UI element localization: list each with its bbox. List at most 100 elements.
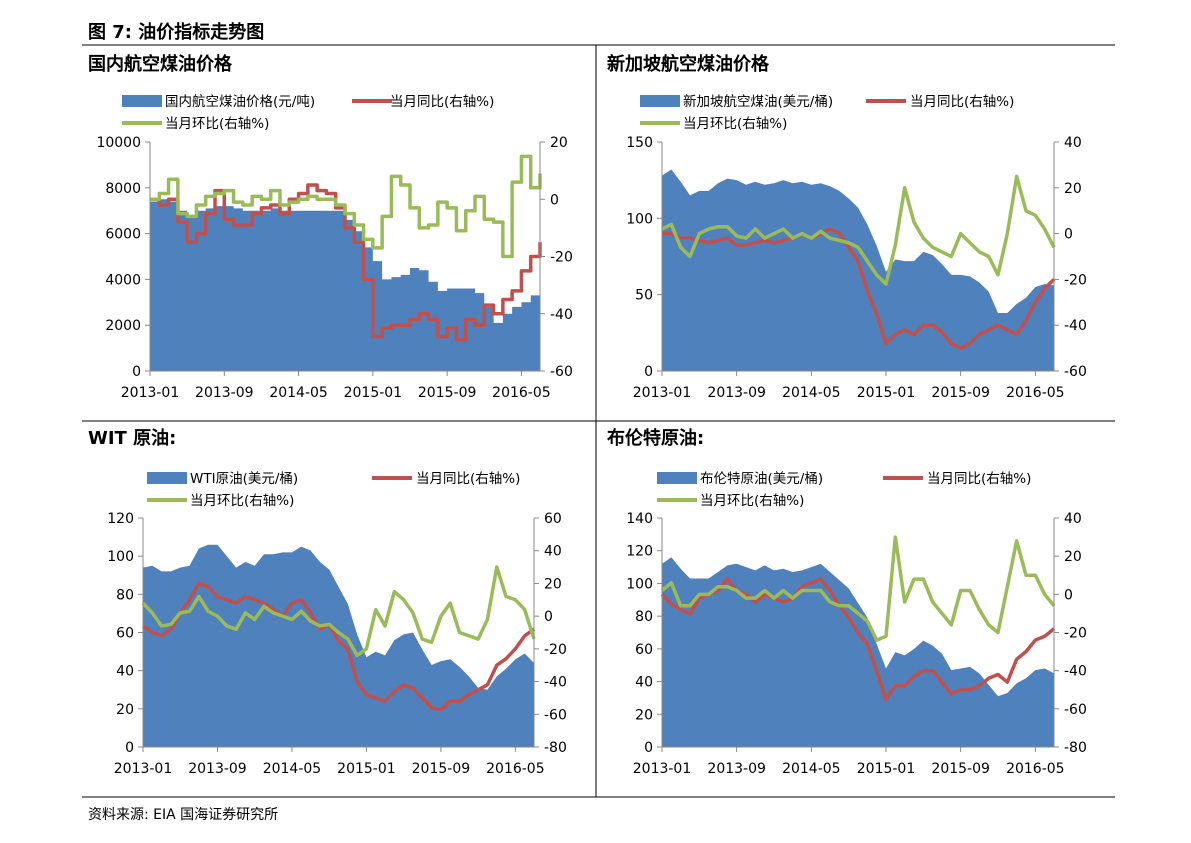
- legend-label: 当月同比(右轴%): [927, 471, 1031, 487]
- series-yoy-line: [150, 183, 542, 342]
- series-mom-line: [661, 174, 1056, 286]
- legend-label: 当月同比(右轴%): [416, 471, 520, 487]
- y-left-tick-label: 150: [626, 135, 653, 151]
- legend-label: 新加坡航空煤油(美元/桶): [683, 94, 833, 110]
- x-tick-label: 2013-01: [633, 761, 692, 777]
- x-tick-label: 2013-09: [707, 385, 766, 401]
- chart-panel-4: 布伦特原油: 布伦特原油(美元/桶) 当月同比(右轴%) 当月环比(右轴%) 0 20 40…: [607, 427, 1087, 777]
- chart-title: 布伦特原油:: [607, 427, 704, 449]
- x-tick-label: 2013-09: [707, 761, 766, 777]
- legend-swatch-price: [640, 95, 680, 107]
- legend-swatch-price: [147, 472, 187, 484]
- legend-label: 当月环比(右轴%): [165, 116, 269, 132]
- series-yoy-line: [662, 227, 1056, 350]
- legend-swatch-price: [122, 95, 162, 107]
- y-right-tick-label: -20: [1064, 272, 1087, 288]
- series-mom-line: [660, 535, 1056, 642]
- y-left-tick-label: 100: [626, 576, 653, 592]
- legend-label: 布伦特原油(美元/桶): [700, 471, 823, 487]
- y-left-tick-label: 100: [107, 549, 134, 565]
- legend-label: 当月环比(右轴%): [700, 493, 804, 509]
- legend-swatch-price: [657, 472, 697, 484]
- y-left-tick-label: 20: [116, 702, 134, 718]
- x-tick-label: 2015-09: [931, 385, 990, 401]
- source-note: 资料来源: EIA 国海证券研究所: [88, 807, 279, 823]
- x-tick-label: 2015-01: [857, 385, 916, 401]
- y-left-tick-label: 60: [116, 626, 134, 642]
- y-right-tick-label: -80: [1064, 740, 1087, 756]
- chart-title: 国内航空煤油价格: [88, 53, 233, 75]
- series-mom-line: [150, 154, 542, 259]
- y-right-tick-label: -40: [550, 307, 573, 323]
- y-right-tick-label: 0: [1064, 227, 1073, 243]
- y-left-tick-label: 8000: [105, 181, 141, 197]
- y-right-tick-label: -40: [1064, 664, 1087, 680]
- y-left-tick-label: 4000: [105, 272, 141, 288]
- y-left-tick-label: 6000: [105, 227, 141, 243]
- y-left-tick-label: 40: [116, 664, 134, 680]
- legend-label: 国内航空煤油价格(元/吨): [165, 94, 315, 110]
- y-right-tick-label: 0: [544, 609, 553, 625]
- x-tick-label: 2014-05: [269, 385, 328, 401]
- y-right-tick-label: -40: [1064, 318, 1087, 334]
- y-left-tick-label: 20: [635, 707, 653, 723]
- y-right-tick-label: -80: [544, 740, 567, 756]
- legend-label: 当月环比(右轴%): [683, 116, 787, 132]
- series-price-area: [150, 199, 540, 371]
- y-left-tick-label: 140: [626, 511, 653, 527]
- x-tick-label: 2016-05: [1006, 385, 1065, 401]
- x-tick-label: 2014-05: [782, 761, 841, 777]
- series-mom-line: [141, 565, 536, 658]
- y-right-tick-label: 40: [544, 544, 562, 560]
- x-tick-label: 2014-05: [782, 385, 841, 401]
- x-tick-label: 2016-05: [486, 761, 545, 777]
- y-right-tick-label: -60: [1064, 364, 1087, 380]
- y-left-tick-label: 100: [626, 211, 653, 227]
- y-right-tick-label: 20: [1064, 549, 1082, 565]
- y-right-tick-label: 20: [550, 135, 568, 151]
- y-right-tick-label: -60: [550, 364, 573, 380]
- series-yoy-line: [660, 577, 1056, 702]
- y-right-tick-label: 0: [1064, 587, 1073, 603]
- y-right-tick-label: 40: [1064, 135, 1082, 151]
- y-right-tick-label: -40: [544, 675, 567, 691]
- y-left-tick-label: 40: [635, 675, 653, 691]
- legend-label: 当月同比(右轴%): [390, 94, 494, 110]
- legend-label: 当月环比(右轴%): [190, 493, 294, 509]
- x-tick-label: 2015-09: [418, 385, 477, 401]
- y-right-tick-label: -60: [1064, 702, 1087, 718]
- x-tick-label: 2013-09: [188, 761, 247, 777]
- y-left-tick-label: 60: [635, 642, 653, 658]
- y-left-tick-label: 50: [635, 288, 653, 304]
- x-tick-label: 2015-01: [344, 385, 403, 401]
- x-tick-label: 2015-01: [857, 761, 916, 777]
- x-tick-label: 2013-09: [195, 385, 254, 401]
- x-tick-label: 2013-01: [633, 385, 692, 401]
- x-tick-label: 2013-01: [114, 761, 173, 777]
- x-tick-label: 2015-09: [412, 761, 471, 777]
- chart-title: 新加坡航空煤油价格: [607, 53, 770, 75]
- y-left-tick-label: 0: [132, 364, 141, 380]
- y-right-tick-label: -20: [550, 250, 573, 266]
- y-left-tick-label: 2000: [105, 318, 141, 334]
- chart-panel-3: WIT 原油: WTI原油(美元/桶) 当月同比(右轴%) 当月环比(右轴%) 0 20 4…: [88, 427, 567, 777]
- y-right-tick-label: 20: [1064, 181, 1082, 197]
- x-tick-label: 2014-05: [263, 761, 322, 777]
- x-tick-label: 2015-01: [337, 761, 396, 777]
- y-left-tick-label: 80: [635, 609, 653, 625]
- x-tick-label: 2016-05: [1006, 761, 1065, 777]
- figure-title: 图 7: 油价指标走势图: [88, 22, 265, 43]
- series-price-area: [662, 169, 1054, 371]
- series-yoy-line: [141, 581, 536, 712]
- y-right-tick-label: 0: [550, 192, 559, 208]
- y-left-tick-label: 120: [107, 511, 134, 527]
- legend-label: 当月同比(右轴%): [910, 94, 1014, 110]
- y-left-tick-label: 0: [644, 740, 653, 756]
- y-left-tick-label: 0: [125, 740, 134, 756]
- y-right-tick-label: 20: [544, 576, 562, 592]
- x-tick-label: 2016-05: [492, 385, 551, 401]
- x-tick-label: 2013-01: [121, 385, 180, 401]
